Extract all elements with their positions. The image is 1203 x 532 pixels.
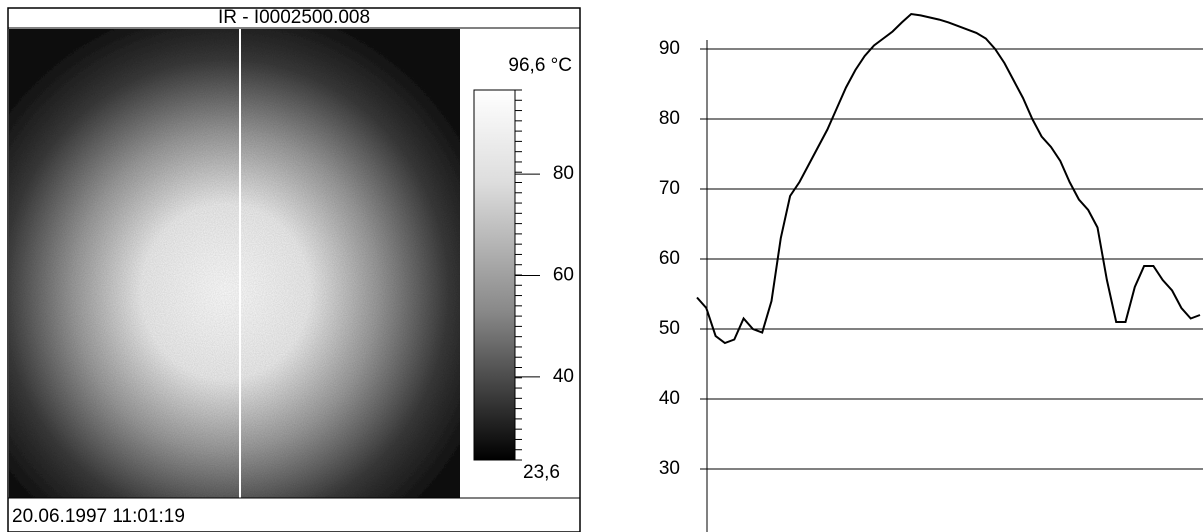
timestamp: 20.06.1997 11:01:19 xyxy=(12,506,185,527)
data-line xyxy=(696,12,1201,345)
y-tick-label: 80 xyxy=(659,108,680,129)
y-tick-label: 90 xyxy=(659,38,680,59)
ir-image xyxy=(9,29,460,498)
line-chart: 30 40 50 60 70 80 90 xyxy=(659,12,1203,532)
colorbar-tick-label: 80 xyxy=(553,163,574,184)
ir-panel: IR - I0002500.008 20.06.1997 11:01:19 96… xyxy=(7,7,581,532)
y-tick-label: 30 xyxy=(659,458,680,479)
y-tick-label: 60 xyxy=(659,248,680,269)
y-tick-label: 70 xyxy=(659,178,680,199)
y-tick-label: 40 xyxy=(659,388,680,409)
colorbar-max: 96,6 °C xyxy=(508,55,572,76)
y-tick-label: 50 xyxy=(659,318,680,339)
colorbar-tick-label: 60 xyxy=(553,265,574,286)
colorbar xyxy=(473,89,516,461)
colorbar-min: 23,6 xyxy=(523,462,560,483)
panel-title: IR - I0002500.008 xyxy=(218,7,370,28)
colorbar-tick-label: 40 xyxy=(553,366,574,387)
